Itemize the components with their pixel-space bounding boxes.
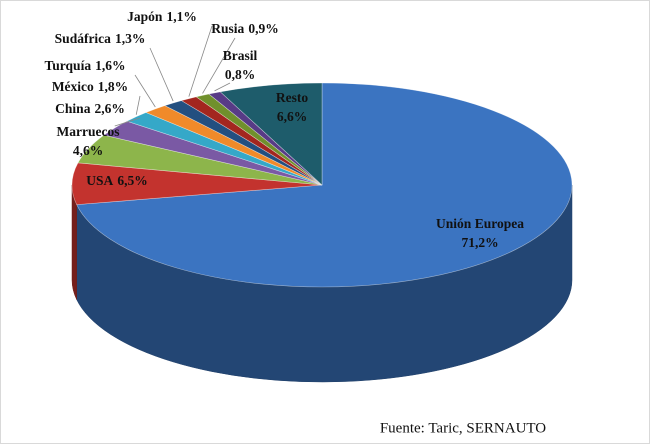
leader-line [149,47,174,102]
leader-line [202,37,236,94]
slice-label: Japón [127,9,163,24]
slice-label: Turquía [45,58,92,73]
slice-label: Sudáfrica [55,31,112,46]
pie [71,82,573,383]
slice-value-label: 71,2% [461,235,498,250]
slice-value-label: 6,6% [277,109,307,124]
leader-line [214,82,231,92]
slice-value-label: 1,6% [95,58,125,73]
slice-label: Resto [276,90,308,105]
slice-value-label: 4,6% [73,143,103,158]
slice-value-label: 2,6% [94,101,124,116]
slice-value-label: 1,8% [98,79,128,94]
slice-label: China [55,101,91,116]
slice-value-label: 0,9% [248,21,278,36]
slice-label: USA [86,173,113,188]
leader-line [188,25,213,97]
slice [219,82,323,186]
slice-value-label: 6,5% [117,173,147,188]
slice-label: Rusia [211,21,244,36]
slice-label: México [52,79,94,94]
slice-value-label: 0,8% [225,67,255,82]
leader-line [135,95,141,115]
slice [76,82,573,288]
source-note: Fuente: Taric, SERNAUTO [380,420,546,436]
leader-line [134,74,156,108]
slice-value-label: 1,1% [166,9,196,24]
slice-label: Unión Europea [436,216,524,231]
slice-label: Marruecos [57,124,120,139]
labels: Unión Europea 71,2% USA 6,5% Marruecos 4,6% Ch… [45,9,525,250]
leader-line [114,117,141,127]
slice-value-label: 1,3% [115,31,145,46]
slice-label: Brasil [223,48,258,63]
